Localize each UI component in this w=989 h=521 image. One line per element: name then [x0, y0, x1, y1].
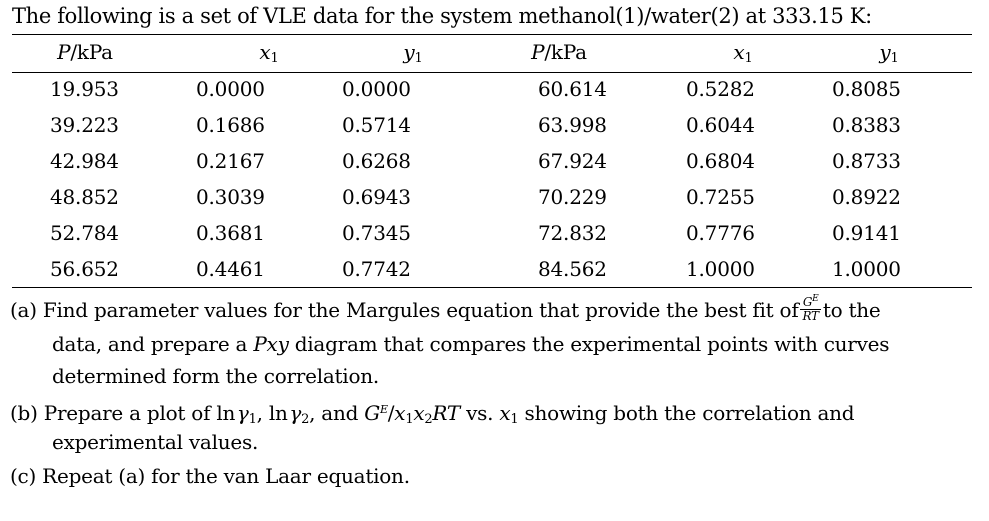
question-b-line-1: (b) Prepare a plot of ln γ1, ln γ2, and … — [10, 401, 855, 427]
problem-title: The following is a set of VLE data for t… — [12, 4, 872, 28]
ge-over-rt-fraction: GE RT — [800, 293, 821, 323]
cell-y1: 0.6943 — [342, 185, 411, 209]
cell-x1: 0.0000 — [196, 77, 265, 101]
cell-pressure: 52.784 — [50, 221, 119, 245]
cell-pressure: 72.832 — [538, 221, 607, 245]
cell-pressure: 70.229 — [538, 185, 607, 209]
table-top-rule — [12, 34, 972, 35]
cell-x1: 0.6804 — [686, 149, 755, 173]
cell-y1: 0.8922 — [832, 185, 901, 209]
cell-pressure: 19.953 — [50, 77, 119, 101]
cell-y1: 1.0000 — [832, 257, 901, 281]
cell-x1: 0.2167 — [196, 149, 265, 173]
cell-y1: 0.7345 — [342, 221, 411, 245]
table-row: 48.852 0.3039 0.6943 70.229 0.7255 0.892… — [12, 182, 972, 212]
cell-pressure: 84.562 — [538, 257, 607, 281]
header-y1-1: y1 — [403, 40, 423, 66]
question-a-line-3: determined form the correlation. — [52, 364, 379, 388]
cell-y1: 0.5714 — [342, 113, 411, 137]
table-row: 42.984 0.2167 0.6268 67.924 0.6804 0.873… — [12, 146, 972, 176]
cell-pressure: 60.614 — [538, 77, 607, 101]
table-header-rule — [12, 72, 972, 73]
cell-x1: 0.7776 — [686, 221, 755, 245]
header-y1-2: y1 — [879, 40, 899, 66]
cell-y1: 0.8085 — [832, 77, 901, 101]
cell-pressure: 67.924 — [538, 149, 607, 173]
header-x1-1: x1 — [259, 40, 279, 66]
cell-y1: 0.6268 — [342, 149, 411, 173]
cell-x1: 0.3681 — [196, 221, 265, 245]
cell-y1: 0.8733 — [832, 149, 901, 173]
cell-x1: 0.4461 — [196, 257, 265, 281]
table-row: 19.953 0.0000 0.0000 60.614 0.5282 0.808… — [12, 74, 972, 104]
table-header-row: P/kPa x1 y1 P/kPa x1 y1 — [12, 37, 972, 67]
cell-y1: 0.7742 — [342, 257, 411, 281]
question-b-label: (b) — [10, 401, 38, 425]
header-pressure-2: P/kPa — [531, 40, 587, 64]
table-row: 52.784 0.3681 0.7345 72.832 0.7776 0.914… — [12, 218, 972, 248]
question-b-line-2: experimental values. — [52, 430, 259, 454]
cell-y1: 0.8383 — [832, 113, 901, 137]
cell-pressure: 42.984 — [50, 149, 119, 173]
cell-x1: 0.5282 — [686, 77, 755, 101]
question-a-label: (a) — [10, 298, 37, 322]
header-pressure-1: P/kPa — [57, 40, 113, 64]
cell-y1: 0.0000 — [342, 77, 411, 101]
table-row: 39.223 0.1686 0.5714 63.998 0.6044 0.838… — [12, 110, 972, 140]
cell-pressure: 56.652 — [50, 257, 119, 281]
cell-x1: 0.3039 — [196, 185, 265, 209]
cell-x1: 1.0000 — [686, 257, 755, 281]
cell-x1: 0.6044 — [686, 113, 755, 137]
question-a-line-2: data, and prepare a Pxy diagram that com… — [52, 332, 890, 356]
question-c-line-1: (c) Repeat (a) for the van Laar equation… — [10, 464, 410, 488]
table-bottom-rule — [12, 287, 972, 288]
cell-y1: 0.9141 — [832, 221, 901, 245]
header-x1-2: x1 — [733, 40, 753, 66]
question-c-label: (c) — [10, 464, 37, 488]
question-a-line-1: (a) Find parameter values for the Margul… — [10, 293, 881, 323]
cell-x1: 0.1686 — [196, 113, 265, 137]
cell-x1: 0.7255 — [686, 185, 755, 209]
table-row: 56.652 0.4461 0.7742 84.562 1.0000 1.000… — [12, 254, 972, 284]
cell-pressure: 48.852 — [50, 185, 119, 209]
cell-pressure: 39.223 — [50, 113, 119, 137]
cell-pressure: 63.998 — [538, 113, 607, 137]
